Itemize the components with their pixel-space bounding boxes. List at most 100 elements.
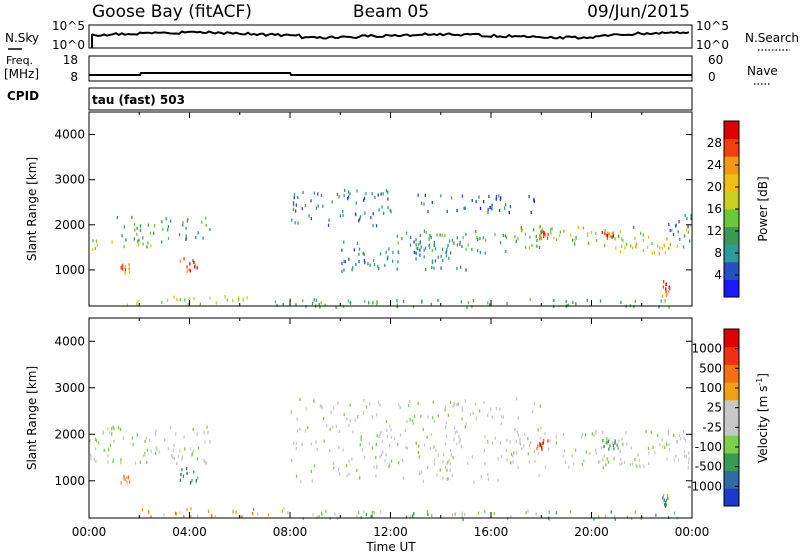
data-cell	[457, 402, 459, 406]
data-cell	[380, 431, 382, 435]
data-cell	[297, 195, 299, 200]
data-cell	[295, 209, 297, 213]
data-cell	[430, 236, 432, 240]
data-cell	[214, 515, 216, 519]
data-cell	[142, 242, 144, 246]
data-cell	[569, 233, 572, 237]
y-tick-label: 2000	[54, 427, 85, 441]
data-cell	[547, 439, 549, 443]
data-cell	[648, 451, 650, 455]
data-cell	[123, 474, 125, 478]
data-cell	[351, 457, 353, 461]
data-cell	[377, 400, 379, 404]
data-cell	[663, 280, 665, 284]
data-cell	[618, 234, 620, 238]
data-cell	[689, 239, 691, 243]
data-cell	[315, 206, 318, 210]
colorbar-segment	[724, 470, 739, 489]
data-cell	[450, 453, 453, 457]
data-cell	[504, 206, 506, 210]
data-cell	[543, 235, 545, 239]
data-cell	[450, 196, 453, 200]
data-cell	[622, 442, 624, 446]
data-cell	[679, 237, 681, 241]
data-cell	[487, 413, 489, 417]
data-cell	[409, 400, 411, 404]
noise-left-label: N.Sky	[5, 31, 39, 45]
data-cell	[643, 464, 645, 468]
data-cell	[420, 414, 422, 419]
data-cell	[614, 517, 616, 521]
data-cell	[524, 432, 526, 436]
data-cell	[359, 476, 361, 480]
data-cell	[542, 229, 544, 233]
data-cell	[376, 413, 378, 417]
data-cell	[425, 267, 427, 271]
data-cell	[322, 204, 324, 208]
data-cell	[335, 305, 337, 309]
data-cell	[300, 480, 302, 484]
data-cell	[527, 437, 529, 441]
colorbar-tick-label: 24	[707, 158, 722, 172]
data-cell	[684, 439, 687, 443]
data-cell	[377, 264, 379, 268]
data-cell	[107, 448, 110, 452]
data-cell	[621, 237, 623, 241]
data-cell	[179, 298, 181, 302]
data-cell	[427, 209, 429, 214]
data-cell	[320, 194, 323, 198]
data-cell	[188, 296, 190, 300]
colorbar-tick-label: 28	[707, 136, 722, 150]
colorbar-tick-label: 12	[707, 224, 722, 238]
data-cell	[417, 450, 419, 455]
data-cell	[549, 518, 551, 522]
data-cell	[544, 234, 547, 238]
data-cell	[96, 243, 98, 247]
data-cell	[534, 459, 536, 463]
data-cell	[149, 231, 152, 235]
data-cell	[460, 445, 462, 449]
data-cell	[415, 251, 418, 255]
data-cell	[126, 481, 129, 485]
data-cell	[128, 270, 130, 274]
data-cell	[682, 430, 685, 434]
data-cell	[538, 245, 541, 249]
data-cell	[405, 231, 408, 235]
data-cell	[179, 449, 181, 453]
data-cell	[606, 441, 608, 445]
data-cell	[193, 470, 195, 474]
data-cell	[582, 226, 585, 230]
data-cell	[187, 217, 189, 222]
data-cell	[122, 267, 124, 271]
data-cell	[358, 247, 361, 251]
data-cell	[364, 261, 366, 265]
data-cell	[619, 230, 621, 234]
data-cell	[665, 293, 668, 297]
data-cell	[426, 435, 428, 439]
data-cell	[449, 468, 451, 472]
data-cell	[197, 514, 199, 518]
colorbar-segment	[724, 399, 739, 418]
data-cell	[551, 227, 553, 231]
data-cell	[684, 213, 686, 218]
data-cell	[293, 203, 295, 207]
data-cell	[170, 219, 172, 223]
data-cell	[678, 220, 680, 224]
data-cell	[313, 400, 315, 404]
data-cell	[487, 473, 489, 477]
data-cell	[452, 404, 454, 408]
data-cell	[389, 443, 391, 447]
data-cell	[428, 243, 430, 247]
colorbar-segment	[724, 346, 739, 365]
data-cell	[398, 403, 400, 407]
data-cell	[442, 460, 444, 464]
data-cell	[461, 244, 463, 248]
data-cell	[460, 300, 462, 304]
data-cell	[572, 462, 575, 466]
data-cell	[313, 298, 315, 302]
data-cell	[155, 429, 157, 433]
data-cell	[386, 428, 388, 432]
data-cell	[634, 457, 636, 462]
colorbar-segment	[724, 382, 739, 401]
data-cell	[502, 234, 504, 238]
